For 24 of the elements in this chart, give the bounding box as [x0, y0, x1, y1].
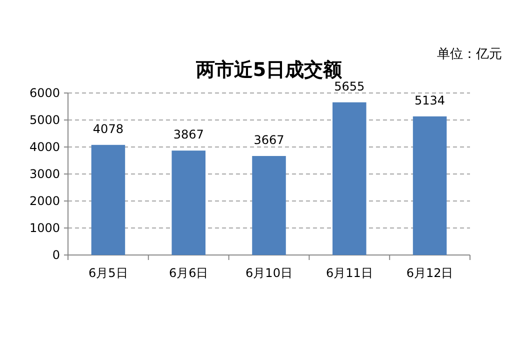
y-tick-label: 3000 — [29, 167, 60, 181]
x-tick-label: 6月10日 — [246, 266, 292, 280]
x-tick-label: 6月6日 — [168, 266, 208, 280]
y-tick-label: 4000 — [29, 140, 60, 154]
text: 单位：亿元 — [437, 47, 502, 62]
data-label: 5134 — [414, 93, 446, 108]
bar — [252, 156, 286, 255]
y-tick-label: 6000 — [29, 86, 60, 100]
bar — [91, 144, 126, 255]
data-label: 3667 — [254, 132, 284, 147]
x-tick-label: 6月12日 — [406, 266, 454, 280]
bar — [412, 116, 447, 255]
x-tick-label: 6月5日 — [88, 266, 128, 280]
data-label: 4078 — [92, 122, 124, 136]
data-label: 5655 — [334, 79, 365, 94]
bar — [332, 102, 366, 255]
data-label: 3867 — [173, 128, 204, 142]
chart-title: 两市近5日成交额 — [194, 59, 344, 81]
bar — [172, 150, 206, 255]
y-tick-label: 5000 — [29, 113, 60, 127]
y-tick-label: 0 — [52, 248, 60, 262]
y-tick-label: 1000 — [29, 221, 60, 235]
y-tick-label: 2000 — [29, 194, 60, 208]
x-tick-label: 6月11日 — [326, 266, 373, 280]
